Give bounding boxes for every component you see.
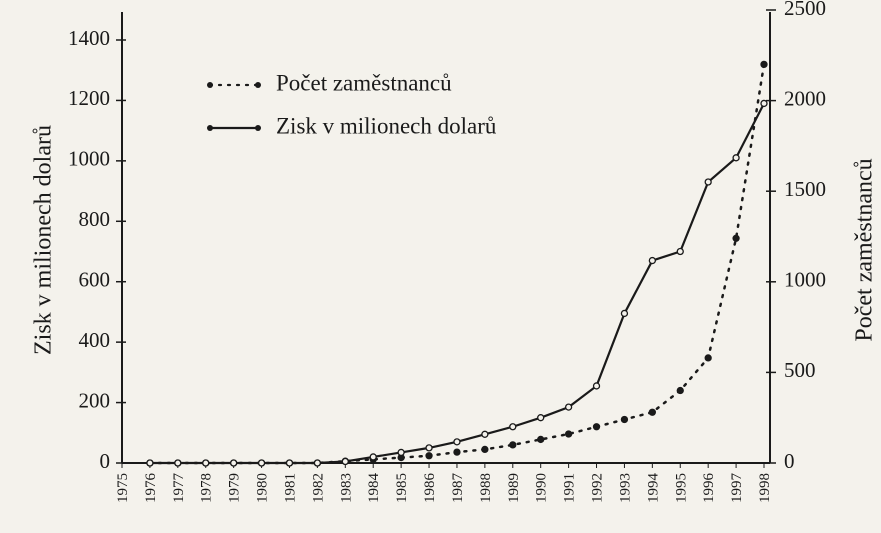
data-point (537, 414, 545, 422)
data-point (676, 247, 684, 256)
data-point (704, 178, 712, 186)
y2-tick-label: 2500 (784, 0, 826, 20)
x-tick-label: 1983 (338, 473, 354, 503)
data-point (453, 438, 461, 446)
data-point (257, 459, 266, 467)
x-tick-label: 1982 (310, 473, 326, 503)
data-point (760, 60, 768, 69)
y-tick-label: 800 (79, 207, 111, 231)
legend-marker (255, 125, 261, 131)
x-tick-label: 1990 (534, 473, 550, 503)
x-tick-label: 1975 (115, 473, 131, 503)
data-point (564, 403, 573, 411)
data-point (397, 448, 405, 457)
y2-tick-label: 0 (784, 449, 795, 473)
legend-label: Počet zaměstnanců (276, 70, 452, 95)
x-tick-label: 1987 (450, 473, 466, 504)
data-point (341, 457, 349, 466)
data-point (509, 423, 517, 431)
data-point (732, 154, 740, 162)
data-point (453, 448, 461, 456)
y-axis-label: Zisk v milionech dolarů (31, 125, 57, 355)
y2-tick-label: 2000 (784, 86, 826, 110)
data-point (648, 256, 656, 265)
x-tick-label: 1979 (227, 473, 243, 503)
data-point (146, 459, 154, 467)
y2-tick-label: 1500 (784, 177, 826, 201)
y2-axis-label: Počet zaměstnanců (852, 158, 878, 341)
x-tick-label: 1992 (590, 473, 606, 503)
data-point (425, 444, 433, 452)
x-tick-label: 1996 (701, 473, 717, 504)
data-point (481, 445, 489, 454)
y-tick-label: 600 (79, 268, 111, 292)
data-point (285, 459, 294, 467)
data-point (313, 459, 322, 467)
legend-label: Zisk v milionech dolarů (276, 113, 497, 138)
x-tick-label: 1995 (673, 473, 689, 503)
x-tick-label: 1986 (422, 473, 438, 504)
y-tick-label: 1400 (68, 26, 110, 50)
y-tick-label: 1200 (68, 86, 110, 110)
data-point (537, 435, 545, 444)
y-tick-label: 400 (79, 328, 111, 352)
data-point (620, 309, 629, 318)
data-point (425, 452, 433, 460)
data-point (704, 354, 712, 362)
data-point (592, 382, 601, 390)
x-tick-label: 1997 (729, 473, 745, 504)
series-line (148, 102, 766, 465)
data-point (760, 99, 768, 108)
y-tick-label: 0 (100, 449, 111, 473)
x-tick-label: 1993 (617, 473, 633, 503)
data-point (481, 430, 489, 438)
data-point (202, 459, 210, 467)
x-tick-label: 1989 (506, 473, 522, 503)
data-point (369, 453, 377, 461)
legend-marker (207, 125, 213, 131)
data-point (676, 386, 684, 395)
y-tick-label: 200 (79, 388, 111, 412)
legend-marker (207, 82, 213, 88)
y2-tick-label: 500 (784, 358, 816, 382)
x-tick-label: 1998 (757, 473, 773, 503)
x-tick-label: 1991 (562, 473, 578, 503)
x-tick-label: 1994 (645, 473, 661, 504)
data-point (174, 459, 182, 467)
x-tick-label: 1978 (199, 473, 215, 503)
legend-marker (255, 82, 261, 88)
y2-tick-label: 1000 (784, 268, 826, 292)
x-tick-label: 1988 (478, 473, 494, 503)
x-tick-label: 1980 (255, 473, 271, 503)
data-point (732, 234, 740, 242)
x-tick-label: 1985 (394, 473, 410, 503)
x-tick-label: 1984 (366, 473, 382, 504)
data-point (648, 408, 656, 416)
x-tick-label: 1981 (282, 473, 298, 503)
x-tick-label: 1976 (143, 473, 159, 504)
x-tick-label: 1977 (171, 473, 187, 504)
data-point (509, 441, 517, 449)
data-point (564, 430, 573, 438)
data-point (592, 423, 601, 431)
data-point (230, 459, 238, 467)
y-tick-label: 1000 (68, 147, 110, 171)
data-point (620, 415, 629, 424)
